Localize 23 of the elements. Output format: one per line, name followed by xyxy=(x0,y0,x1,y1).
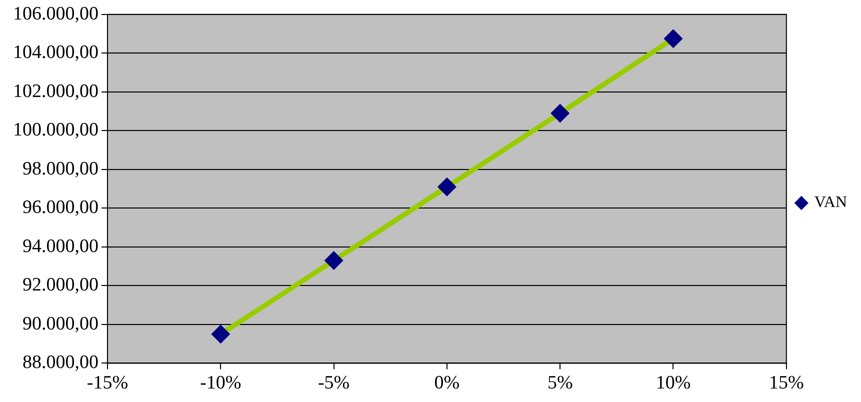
y-tick-label: 92.000,00 xyxy=(22,274,98,296)
y-tick-label: 106.000,00 xyxy=(13,3,98,24)
y-tick-label: 94.000,00 xyxy=(22,236,98,257)
y-tick-label: 104.000,00 xyxy=(13,42,98,64)
point xyxy=(438,178,456,196)
x-tick-label: 0% xyxy=(434,372,460,394)
x-tick-label: 15% xyxy=(768,372,804,394)
point xyxy=(552,104,569,122)
y-tick-label: 98.000,00 xyxy=(22,158,98,180)
y-tick-label: 88.000,00 xyxy=(22,352,98,374)
y-tick-label: 100.000,00 xyxy=(13,120,98,141)
point xyxy=(325,252,342,269)
x-tick-label: -10% xyxy=(200,372,242,394)
x-tick-label: -5% xyxy=(318,372,350,394)
x-tick-label: 10% xyxy=(656,372,691,394)
y-tick-label: 96.000,00 xyxy=(22,197,98,218)
x-tick-label: -15% xyxy=(86,372,128,394)
x-tick-label: 5% xyxy=(547,372,573,394)
y-tick-label: 102.000,00 xyxy=(13,80,98,102)
point xyxy=(664,30,682,48)
point xyxy=(212,326,230,343)
legend-label: VAN xyxy=(814,194,848,212)
y-tick-label: 90.000,00 xyxy=(22,313,98,334)
